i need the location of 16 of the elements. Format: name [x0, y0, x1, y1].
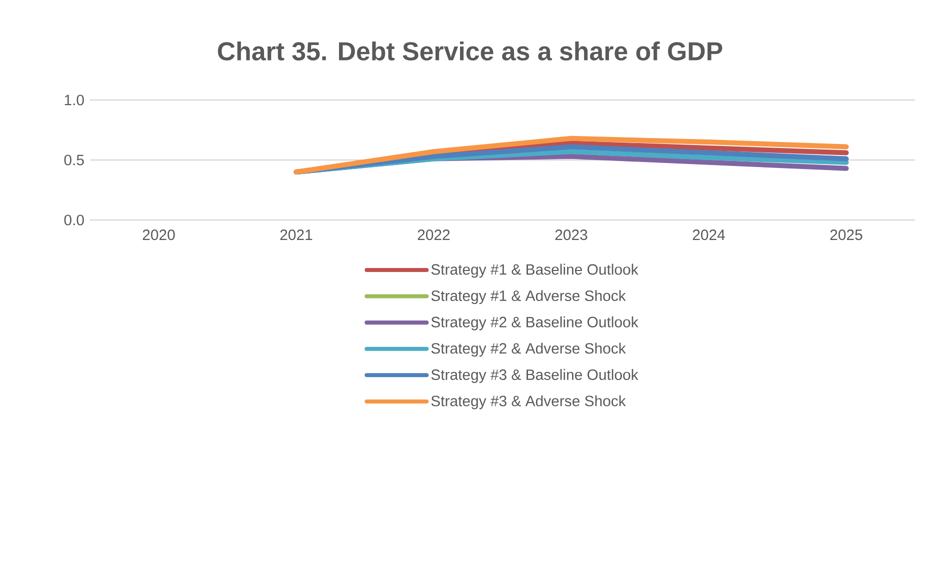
legend-label: Strategy #1 & Baseline Outlook	[431, 264, 638, 278]
y-tick-label: 0.0	[64, 214, 84, 226]
x-tick-label: 2023	[555, 230, 588, 240]
x-tick-label: 2021	[280, 230, 312, 240]
legend-label: Strategy #1 & Adverse Shock	[431, 290, 626, 304]
x-tick-label: 2020	[142, 230, 175, 240]
legend-label: Strategy #3 & Baseline Outlook	[431, 369, 638, 383]
y-tick-label: 1.0	[64, 94, 84, 106]
x-tick-label: 2024	[692, 230, 725, 240]
legend-label: Strategy #2 & Adverse Shock	[431, 342, 626, 357]
x-tick-label: 2025	[830, 230, 862, 240]
chart-title: Chart 35. Debt Service as a share of GDP	[218, 41, 722, 61]
legend-label: Strategy #3 & Adverse Shock	[431, 395, 626, 410]
y-tick-label: 0.5	[64, 154, 84, 166]
legend-label: Strategy #2 & Baseline Outlook	[431, 316, 638, 330]
x-tick-label: 2022	[418, 230, 450, 240]
